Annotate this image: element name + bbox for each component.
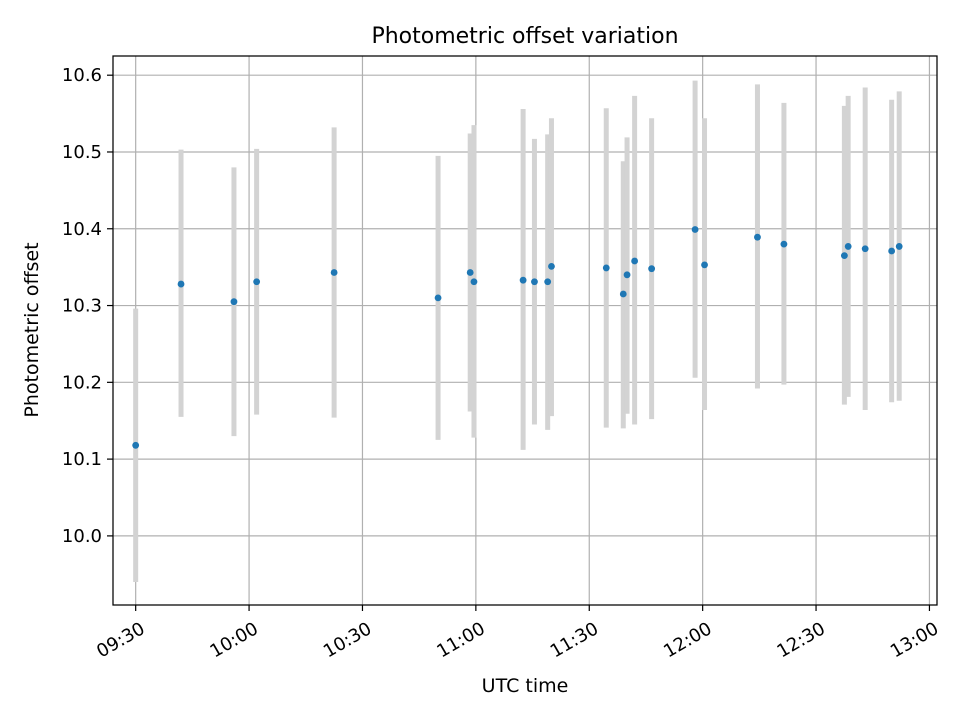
data-point: [780, 240, 788, 248]
data-point: [177, 280, 185, 288]
chart-title: Photometric offset variation: [371, 24, 678, 49]
data-points: [132, 226, 903, 449]
data-point: [434, 294, 442, 302]
y-tick-label: 10.2: [62, 372, 102, 393]
data-point: [132, 441, 140, 449]
data-point: [888, 247, 896, 255]
data-point: [691, 226, 699, 233]
data-point: [602, 264, 610, 272]
data-point: [754, 233, 761, 241]
data-point: [861, 245, 869, 253]
data-point: [631, 257, 639, 265]
plot-frame: [112, 55, 938, 606]
data-point: [844, 243, 852, 250]
data-point: [466, 269, 474, 276]
data-point: [470, 278, 478, 286]
x-axis-label: UTC time: [482, 675, 569, 697]
y-tick-label: 10.6: [62, 65, 102, 86]
data-point: [531, 278, 538, 286]
data-point: [230, 298, 238, 306]
data-point: [519, 276, 527, 284]
data-point: [544, 278, 552, 286]
data-point: [548, 262, 555, 270]
data-point: [619, 290, 627, 298]
data-point: [330, 269, 338, 276]
data-point: [840, 252, 848, 260]
y-axis-label: Photometric offset: [21, 242, 43, 417]
data-point: [895, 243, 903, 250]
y-tick-label: 10.3: [62, 296, 102, 317]
data-point: [253, 278, 261, 286]
y-tick-label: 10.1: [62, 449, 102, 470]
data-point: [623, 271, 631, 279]
y-tick-label: 10.4: [62, 219, 102, 240]
y-axis-ticks: 10.0 10.1 10.2 10.3 10.4 10.5 10.6: [62, 65, 113, 547]
data-point: [648, 265, 656, 273]
data-point: [701, 261, 708, 269]
y-tick-label: 10.0: [62, 526, 102, 547]
y-tick-label: 10.5: [62, 142, 102, 163]
